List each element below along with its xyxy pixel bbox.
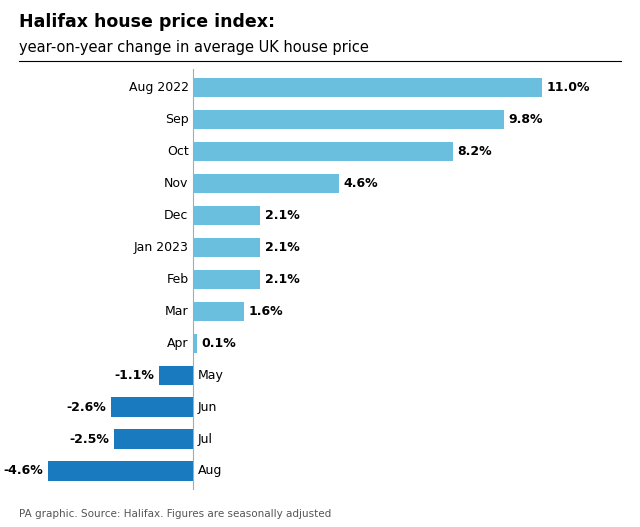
Text: 1.6%: 1.6% [249,305,284,318]
Text: PA graphic. Source: Halifax. Figures are seasonally adjusted: PA graphic. Source: Halifax. Figures are… [19,509,332,519]
Text: year-on-year change in average UK house price: year-on-year change in average UK house … [19,40,369,54]
Bar [193,110,504,129]
Bar [48,461,193,481]
Text: Apr: Apr [167,337,189,350]
Text: Halifax house price index:: Halifax house price index: [19,13,275,31]
Bar [193,174,339,193]
Bar [193,270,260,289]
Text: Mar: Mar [165,305,189,318]
Bar [193,206,260,225]
Text: Jun: Jun [198,401,218,414]
Text: 8.2%: 8.2% [458,145,492,158]
Text: Aug: Aug [198,464,223,477]
Bar [193,334,196,353]
Text: Aug 2022: Aug 2022 [129,81,189,94]
Bar [193,142,453,161]
Text: Jul: Jul [198,433,213,445]
Text: May: May [198,368,224,382]
Text: 0.1%: 0.1% [201,337,236,350]
Text: Feb: Feb [166,273,189,286]
Text: 11.0%: 11.0% [547,81,590,94]
Bar [193,78,541,97]
Bar [114,430,193,448]
Text: -2.6%: -2.6% [67,401,106,414]
Text: Jan 2023: Jan 2023 [134,241,189,254]
Text: Dec: Dec [164,209,189,222]
Text: 9.8%: 9.8% [508,113,543,126]
Text: 2.1%: 2.1% [264,273,300,286]
Text: Oct: Oct [167,145,189,158]
Text: Nov: Nov [164,177,189,190]
Text: -2.5%: -2.5% [70,433,109,445]
Bar [193,238,260,257]
Text: -4.6%: -4.6% [3,464,43,477]
Bar [111,397,193,417]
Bar [159,366,193,385]
Bar [193,301,244,321]
Text: 4.6%: 4.6% [344,177,378,190]
Text: -1.1%: -1.1% [114,368,154,382]
Text: Sep: Sep [165,113,189,126]
Text: 2.1%: 2.1% [264,209,300,222]
Text: 2.1%: 2.1% [264,241,300,254]
